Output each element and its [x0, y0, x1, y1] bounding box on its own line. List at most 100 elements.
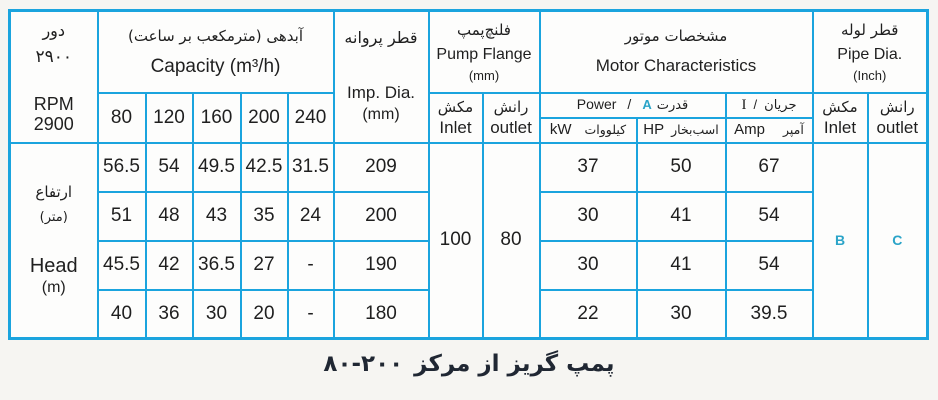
- impeller-dia-value: 209: [332, 141, 430, 193]
- pipe-inlet-header: مکش Inlet: [811, 91, 869, 144]
- head-value: 31.5: [286, 141, 335, 193]
- flange-outlet-header: رانش outlet: [481, 91, 541, 144]
- amp-value: 67: [724, 141, 814, 193]
- capacity-group-header: آبدهی (مترمکعب بر ساعت) Capacity (m³/h): [96, 9, 335, 94]
- table-row-3: 45.5 42 36.5 27 - 190 30 41 54: [10, 239, 928, 291]
- head-label-en: Head: [29, 254, 78, 277]
- head-value: 35: [239, 190, 289, 242]
- head-value: 54: [144, 141, 194, 193]
- hp-value: 50: [635, 141, 727, 193]
- head-value: 45.5: [96, 239, 147, 291]
- pump-flange-group-header: فلنچ‌پمپ Pump Flange (mm): [427, 9, 541, 94]
- head-value: 30: [191, 288, 242, 340]
- head-value: 40: [96, 288, 147, 340]
- pipe-dia-label-en: Pipe Dia.: [837, 45, 903, 63]
- impeller-dia-value: 200: [332, 190, 430, 242]
- impeller-dia-unit: (mm): [362, 105, 400, 123]
- header-group-row: دور ۲۹۰۰ RPM 2900 آبدهی (مترمکعب بر ساعت…: [8, 9, 929, 144]
- hp-value: 41: [635, 239, 727, 291]
- head-label-cell: ارتفاع (متر) Head (m): [8, 141, 99, 340]
- flange-inlet-label-en: Inlet: [439, 117, 472, 137]
- pipe-outlet-value: C: [866, 141, 929, 340]
- header-sub-row-2: kW کیلووات HP اسب‌بخار Amp آمپر: [10, 116, 928, 144]
- amp-label-fa: آمپر: [783, 122, 804, 137]
- kw-value: 37: [538, 141, 638, 193]
- impeller-dia-label-fa: قطر پروانه: [344, 27, 418, 47]
- flange-inlet-label-fa: مکش: [437, 97, 474, 116]
- amp-value: 54: [724, 239, 814, 291]
- motor-label-en: Motor Characteristics: [595, 56, 757, 76]
- capacity-col-160: 160: [191, 91, 242, 144]
- head-unit-fa: (متر): [39, 209, 68, 225]
- capacity-label-fa: آبدهی (مترمکعب بر ساعت): [127, 26, 304, 45]
- rpm-label-en: RPM: [33, 93, 74, 114]
- power-marker-a: A: [642, 97, 652, 112]
- impeller-dia-label-en: Imp. Dia.: [346, 82, 416, 102]
- head-value: 36: [144, 288, 194, 340]
- amp-label-en: Amp: [734, 121, 765, 138]
- capacity-col-240: 240: [286, 91, 335, 144]
- current-label-en: I: [741, 97, 747, 113]
- head-value: -: [286, 288, 335, 340]
- rpm-value-en: 2900: [33, 113, 74, 134]
- flange-outlet-value: 80: [481, 141, 541, 340]
- kw-value: 22: [538, 288, 638, 340]
- head-value: 49.5: [191, 141, 242, 193]
- head-value: -: [286, 239, 335, 291]
- flange-outlet-label-en: outlet: [490, 117, 532, 137]
- table-row-1: ارتفاع (متر) Head (m) 56.5 54 49.5 42.5 …: [8, 141, 929, 340]
- pipe-outlet-label-fa: رانش: [879, 97, 915, 116]
- impeller-dia-value: 190: [332, 239, 430, 291]
- head-value: 48: [144, 190, 194, 242]
- amp-value: 54: [724, 190, 814, 242]
- head-value: 51: [96, 190, 147, 242]
- power-separator: /: [627, 96, 632, 112]
- head-value: 43: [191, 190, 242, 242]
- pipe-dia-group-header: قطر لوله Pipe Dia. (Inch): [811, 9, 929, 94]
- pipe-inlet-label-fa: مکش: [822, 97, 858, 116]
- kw-label-en: kW: [549, 121, 572, 138]
- impeller-dia-header: قطر پروانه Imp. Dia. (mm): [332, 9, 430, 144]
- head-value: 27: [239, 239, 289, 291]
- motor-hp-header: HP اسب‌بخار: [635, 116, 727, 144]
- rpm-header-cell: دور ۲۹۰۰ RPM 2900: [8, 9, 99, 144]
- power-label-en: Power: [576, 96, 617, 112]
- header-sub-row-1: 80 120 160 200 240 مکش Inlet رانش outlet…: [10, 91, 929, 144]
- kw-label-fa: کیلووات: [584, 122, 627, 137]
- power-label-fa: قدرت: [656, 98, 689, 113]
- head-value: 36.5: [191, 239, 242, 291]
- capacity-col-120: 120: [144, 91, 194, 144]
- flange-inlet-value: 100: [427, 141, 484, 340]
- motor-power-header: Power / A قدرت: [538, 91, 727, 119]
- pump-spec-table: دور ۲۹۰۰ RPM 2900 آبدهی (مترمکعب بر ساعت…: [8, 9, 929, 340]
- flange-inlet-header: مکش Inlet: [427, 91, 484, 144]
- pump-caption-text: پمپ گریز از مرکز: [414, 351, 615, 377]
- table-row-4: 40 36 30 20 - 180 22 30 39.5: [10, 288, 928, 340]
- rpm-label-fa: دور: [42, 20, 66, 40]
- pump-flange-label-en: Pump Flange: [436, 45, 532, 63]
- head-value: 56.5: [96, 141, 147, 193]
- pipe-outlet-header: رانش outlet: [866, 91, 929, 144]
- pipe-inlet-value: B: [811, 141, 869, 340]
- pump-flange-label-fa: فلنچ‌پمپ: [457, 20, 511, 39]
- impeller-dia-value: 180: [332, 288, 430, 340]
- pipe-dia-unit: (Inch): [853, 67, 887, 83]
- motor-amp-header: Amp آمپر: [724, 116, 814, 144]
- flange-outlet-label-fa: رانش: [493, 97, 529, 116]
- motor-label-fa: مشخصات موتور: [624, 27, 728, 46]
- current-label-fa: جریان: [764, 98, 797, 113]
- motor-group-header: مشخصات موتور Motor Characteristics: [538, 9, 814, 94]
- pump-model-number: ۸۰-۲۰۰: [323, 351, 404, 377]
- motor-current-header: I / جریان: [724, 91, 814, 119]
- head-value: 42: [144, 239, 194, 291]
- pipe-outlet-label-en: outlet: [876, 117, 919, 137]
- kw-value: 30: [538, 190, 638, 242]
- head-value: 20: [239, 288, 289, 340]
- head-label-fa: ارتفاع: [35, 182, 73, 201]
- pipe-inlet-label-en: Inlet: [823, 117, 857, 137]
- kw-value: 30: [538, 239, 638, 291]
- pipe-dia-label-fa: قطر لوله: [841, 20, 899, 39]
- hp-value: 41: [635, 190, 727, 242]
- amp-value: 39.5: [724, 288, 814, 340]
- hp-value: 30: [635, 288, 727, 340]
